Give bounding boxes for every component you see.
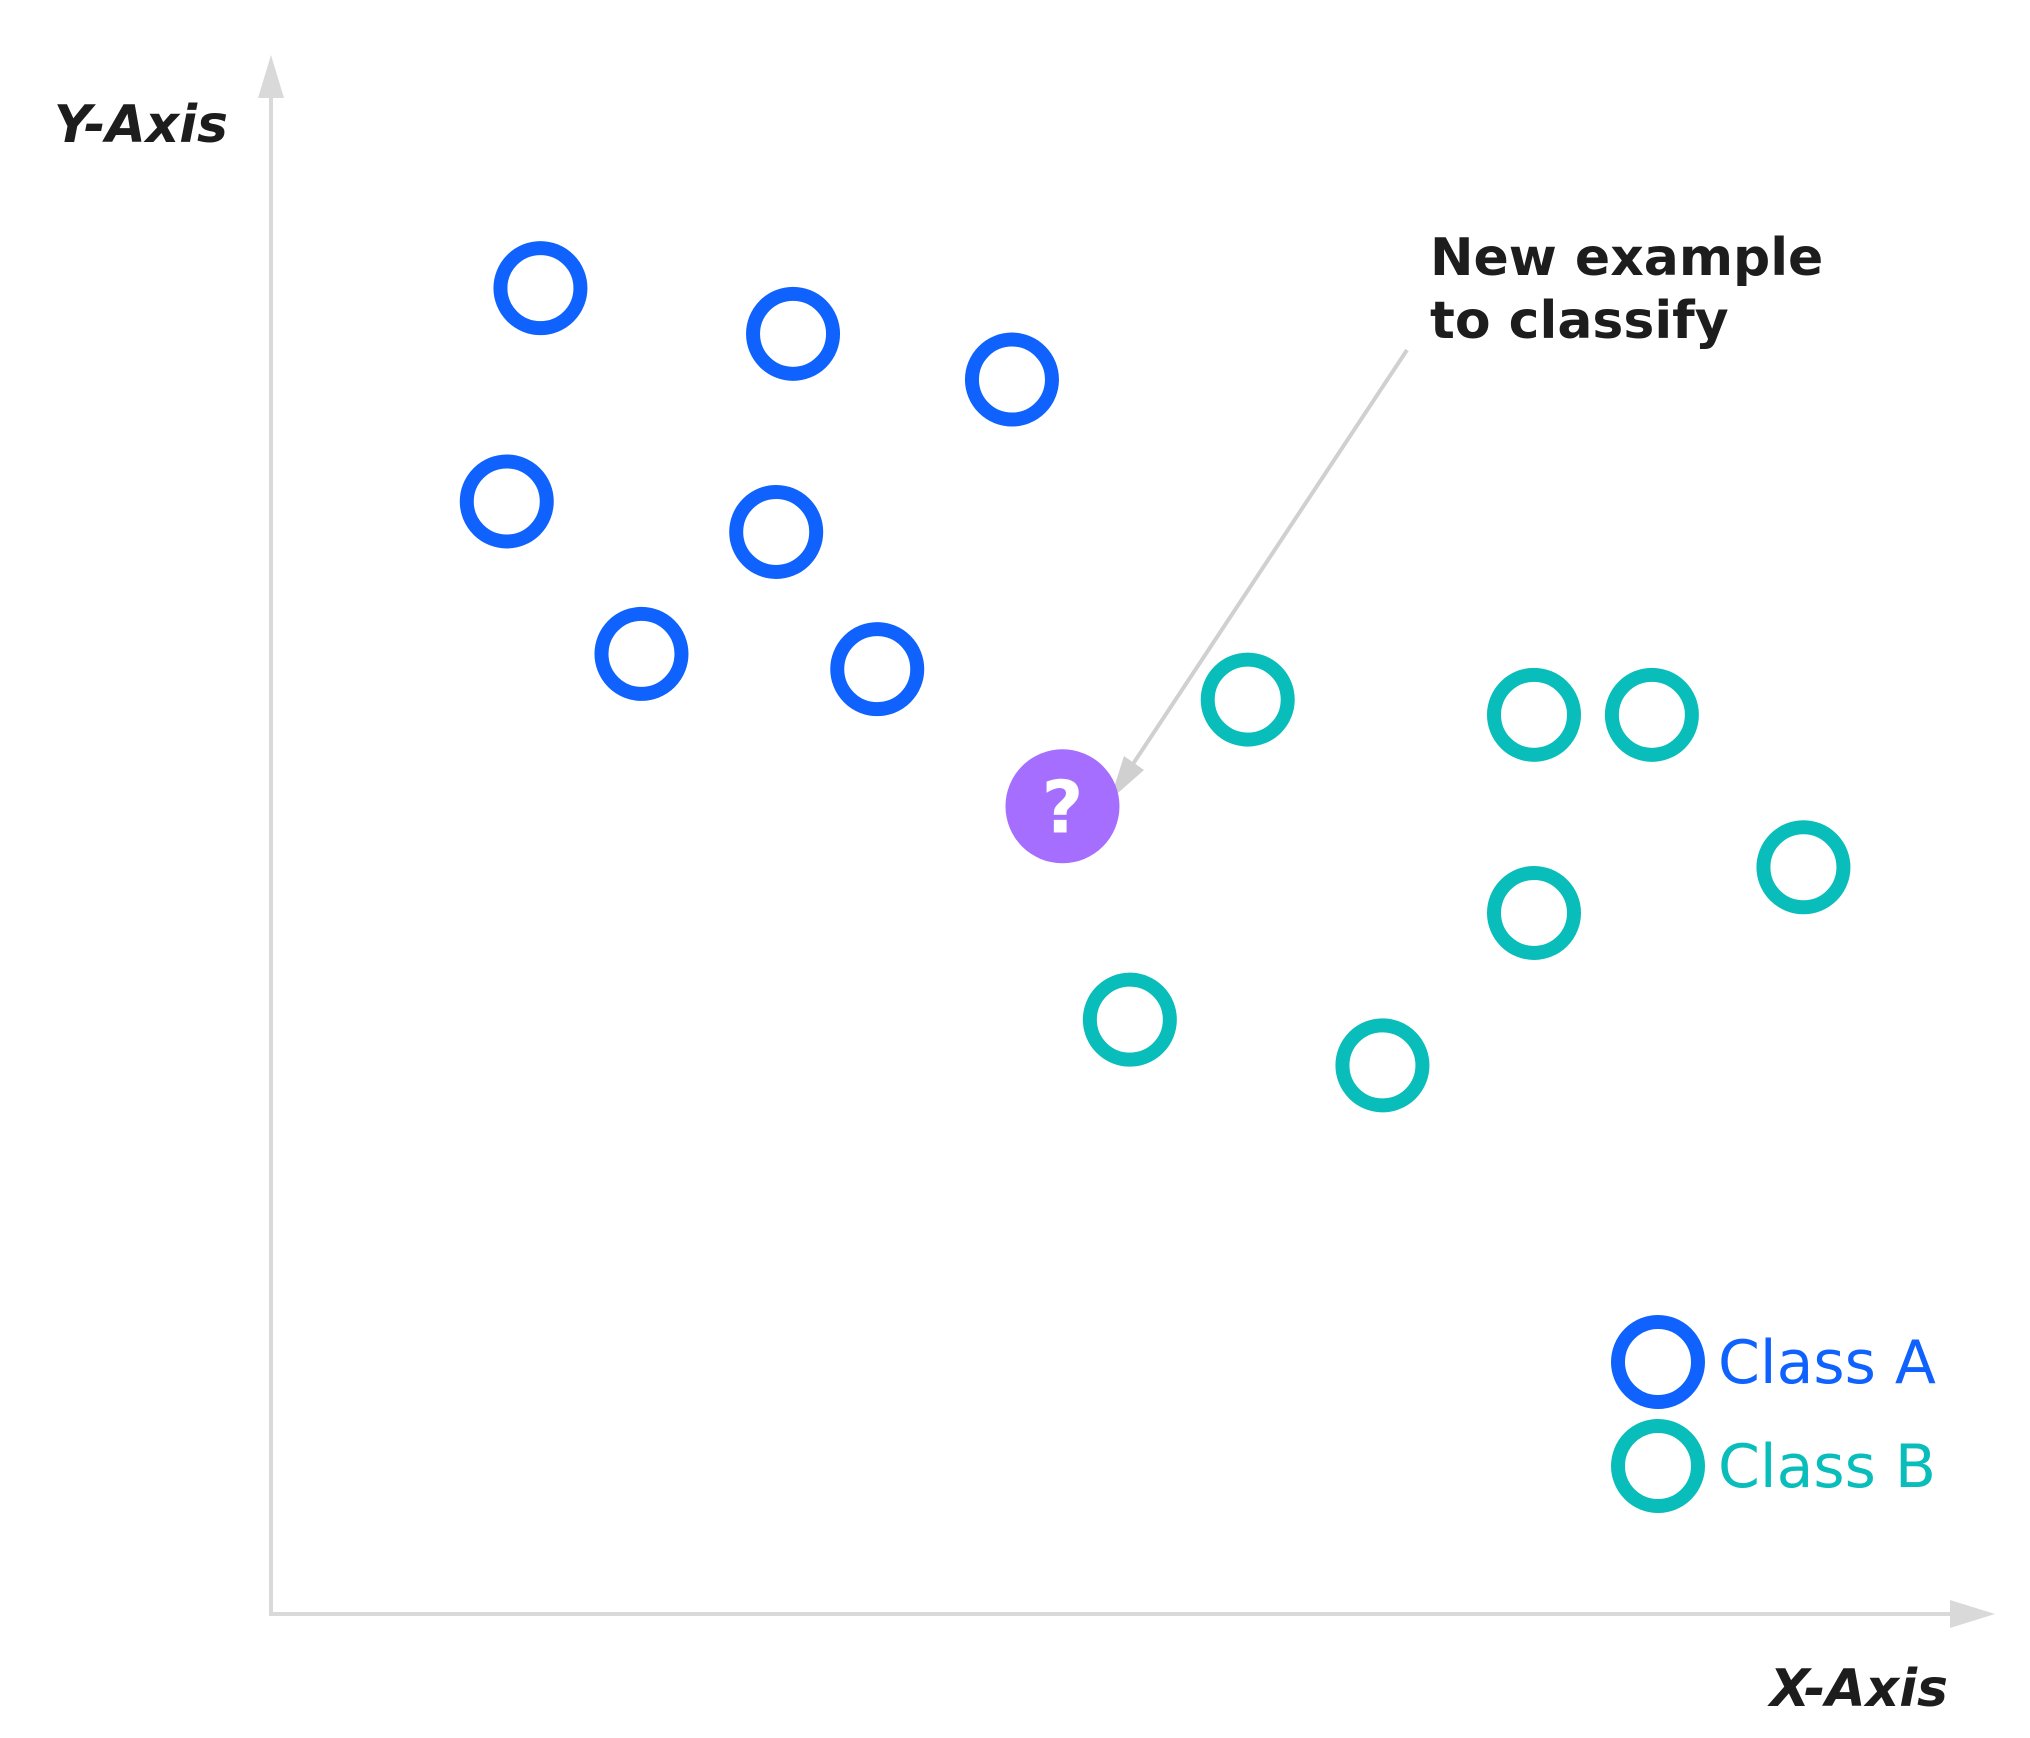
data-point-class-b-5 (1487, 865, 1581, 960)
legend-swatch-class-b (1611, 1419, 1705, 1513)
data-point-class-a-5 (729, 484, 824, 579)
data-point-class-a-4 (459, 454, 554, 549)
query-point: ? (1005, 749, 1120, 864)
annotation-arrow-line (1127, 348, 1409, 772)
data-point-class-a-1 (493, 241, 588, 336)
annotation-line-2: to classify (1430, 291, 1729, 351)
data-point-class-b-1 (1200, 652, 1295, 747)
data-point-class-b-2 (1487, 667, 1581, 762)
annotation: New example to classify (1110, 228, 1823, 800)
data-point-class-b-6 (1082, 972, 1177, 1067)
y-axis-title: Y-Axis (54, 95, 228, 155)
data-point-class-b-3 (1604, 667, 1699, 762)
legend-label-class-b: Class B (1718, 1432, 1936, 1502)
data-point-class-a-6 (594, 606, 689, 701)
legend-label-class-a: Class A (1718, 1328, 1936, 1398)
data-point-class-a-3 (964, 332, 1059, 427)
query-point-circle (1005, 749, 1120, 864)
x-axis-arrowhead (1950, 1600, 1995, 1628)
x-axis-title: X-Axis (1767, 1659, 1948, 1719)
question-mark-icon: ? (1042, 765, 1084, 849)
annotation-arrowhead (1110, 756, 1144, 800)
data-points (459, 241, 1851, 1113)
data-point-class-b-4 (1756, 820, 1851, 915)
data-point-class-a-2 (746, 286, 841, 381)
legend: Class A Class B (1611, 1315, 1936, 1513)
data-point-class-b-7 (1335, 1018, 1430, 1113)
data-point-class-a-7 (830, 622, 925, 717)
legend-swatch-class-a (1611, 1315, 1705, 1409)
annotation-line-1: New example (1430, 228, 1823, 288)
y-axis-arrowhead (258, 55, 284, 98)
